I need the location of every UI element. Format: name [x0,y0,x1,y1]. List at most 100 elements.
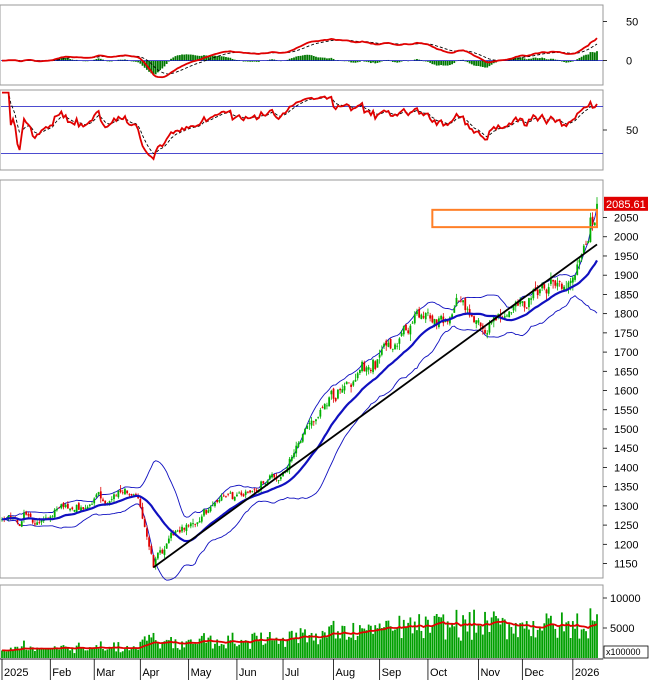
volume-bar [380,628,383,658]
bollinger-lower-line [1,295,598,581]
macd-histogram-bar [481,60,484,68]
price-tick-label: 1150 [614,559,638,571]
macd-histogram-bar [473,60,475,66]
macd-histogram-bar [589,52,592,61]
volume-bar [159,648,161,658]
macd-histogram-bar [446,60,449,66]
macd-histogram-bar [596,51,598,61]
volume-bar [580,629,583,658]
macd-histogram-bar [185,54,188,61]
volume-bar [525,621,528,658]
candle-body [277,480,280,481]
volume-bar [172,648,175,658]
candle-body [141,506,144,519]
candle-body [539,289,541,294]
candle-body [20,521,23,527]
candle-body [315,419,317,422]
macd-histogram-bar [297,56,300,61]
candle-body [323,403,326,410]
candle-body [264,483,267,485]
candle-body [295,445,298,454]
volume-bar [424,616,427,658]
candle-body [396,345,399,347]
candle-body [271,474,273,478]
macd-histogram-bar [211,55,214,61]
volume-bar [214,643,216,658]
candle-body [407,330,410,334]
volume-bar [211,648,214,658]
volume-bar [407,622,410,658]
volume-bar [20,646,23,658]
volume-bar [563,631,565,658]
macd-histogram-bar [576,59,579,61]
candle-body [170,532,172,539]
macd-histogram-bar [582,55,585,61]
volume-bar [227,635,230,658]
candle-body [383,343,385,347]
candle-body [203,509,205,516]
macd-indicator [1,37,603,79]
macd-histogram-bar [227,57,230,61]
macd-histogram-bar [451,60,453,65]
macd-histogram-bar [358,60,361,62]
volume-bar [348,636,350,658]
macd-histogram-bar [317,57,320,61]
candle-body [196,522,199,525]
candle-body [29,513,32,517]
volume-bar [420,630,423,658]
volume-bar [409,617,412,658]
volume-bar [106,649,109,658]
macd-histogram-bar [543,58,546,61]
candle-body [499,314,502,318]
candle-body [156,552,159,559]
macd-histogram-bar [216,55,219,61]
price-tick-label: 1600 [614,386,638,398]
candle-body [266,480,269,485]
volume-bar [124,649,126,658]
volume-bar [99,641,102,658]
macd-histogram-bar [374,60,377,64]
volume-bar [233,643,236,658]
price-tick-label: 1950 [614,251,638,263]
volume-bar [405,627,407,658]
volume-bar [156,643,159,658]
candle-body [143,518,146,527]
candle-body [60,504,63,509]
candle-body [470,314,473,317]
volume-bar [282,637,284,658]
volume-bar [442,614,445,658]
volume-bar [431,626,434,658]
volume-bar [218,645,221,658]
candle-body [385,340,388,346]
candle-body [53,509,56,518]
price-tick-label: 1350 [614,482,638,494]
candle-body [369,369,372,372]
macd-histogram-bar [132,60,135,62]
volume-bar [365,630,368,658]
candle-body [361,361,363,372]
candle-body [64,504,67,507]
volume-bar [429,632,432,658]
volume-bar [475,632,478,658]
volume-bar [110,648,113,658]
volume-bar [396,628,399,658]
volume-bar [194,643,197,658]
macd-histogram-bar [363,60,366,62]
candle-body [108,501,111,505]
volume-bar [363,628,366,658]
candle-body [409,325,412,335]
macd-histogram-bar [159,60,161,71]
macd-histogram-bar [312,55,315,61]
macd-histogram-bar [521,57,524,61]
last-price-label: 2085.61 [606,199,646,211]
volume-bar [38,649,41,658]
volume-bar [385,620,388,658]
volume-bar [345,639,348,658]
candle-body [95,494,98,498]
candle-body [356,373,359,379]
candle-body [330,390,333,395]
volume-bar [143,636,146,658]
volume-bar [268,632,271,658]
volume-bar [284,646,287,658]
volume-bar [413,621,416,658]
